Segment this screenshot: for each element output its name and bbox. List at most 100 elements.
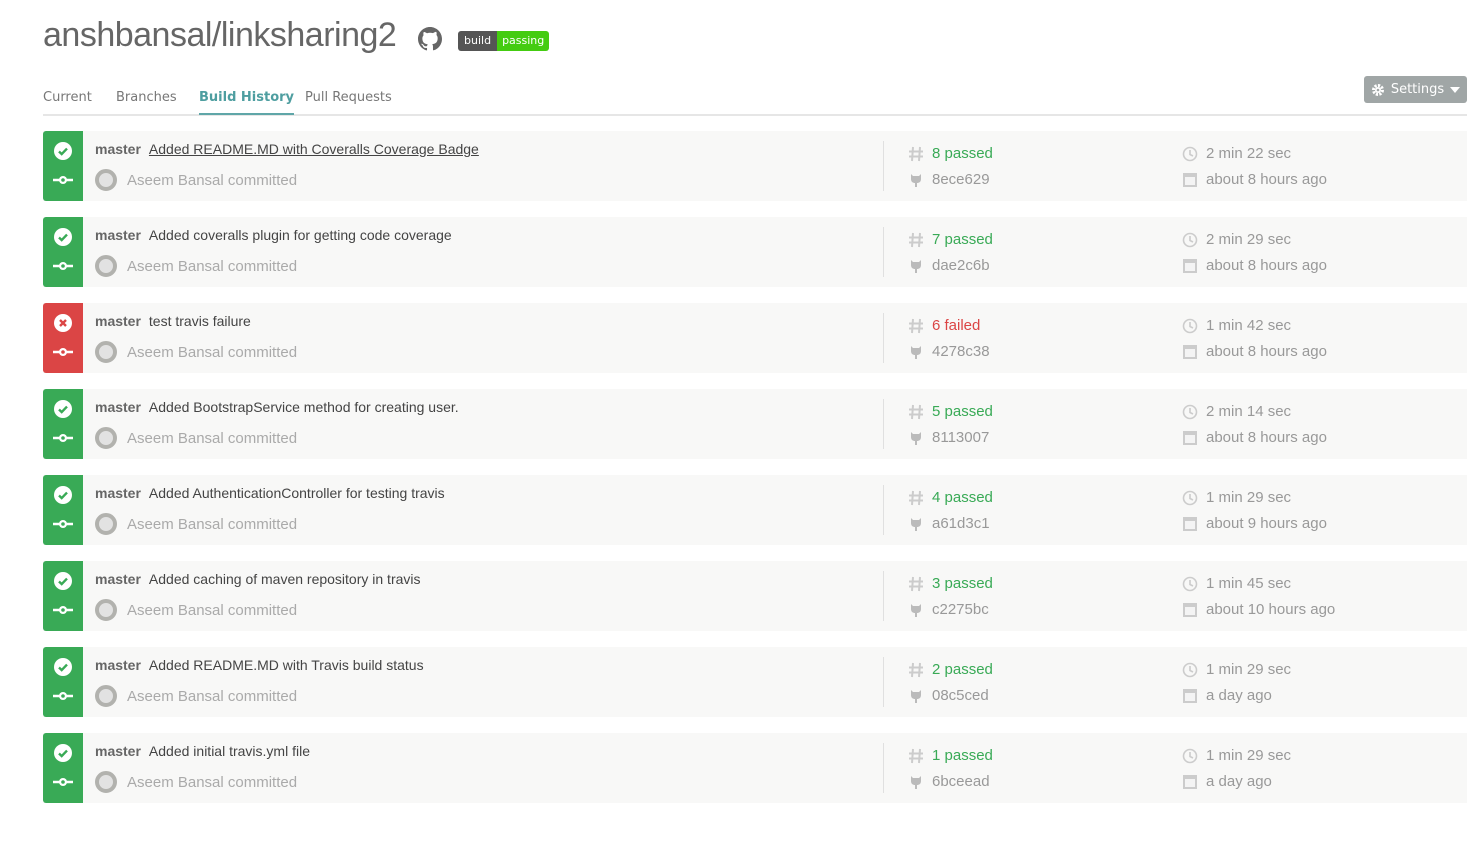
github-commit-icon bbox=[911, 775, 921, 789]
settings-label: Settings bbox=[1390, 82, 1445, 97]
calendar-icon bbox=[1183, 258, 1197, 273]
hash-icon bbox=[909, 662, 923, 677]
commit-message-link[interactable]: Added initial travis.yml file bbox=[148, 743, 310, 759]
build-finished-time: about 8 hours ago bbox=[1206, 343, 1327, 360]
commit-icon bbox=[53, 692, 73, 700]
build-row[interactable]: master test travis failure Aseem Bansal co… bbox=[43, 303, 1467, 373]
build-status-indicator bbox=[43, 389, 83, 459]
build-number-link[interactable]: 6 failed bbox=[932, 317, 981, 334]
build-finished-time: about 10 hours ago bbox=[1206, 601, 1336, 618]
commit-sha-link[interactable]: 6bceead bbox=[932, 773, 990, 790]
build-finished-time: about 9 hours ago bbox=[1206, 515, 1327, 532]
clock-icon bbox=[1182, 318, 1198, 333]
commit-sha-link[interactable]: 8ece629 bbox=[932, 171, 990, 188]
build-duration: 1 min 45 sec bbox=[1206, 575, 1292, 592]
build-row[interactable]: master Added BootstrapService method for … bbox=[43, 389, 1467, 459]
commit-icon bbox=[53, 262, 73, 270]
commit-sha-link[interactable]: 8113007 bbox=[932, 429, 990, 446]
commit-message-link[interactable]: Added BootstrapService method for creati… bbox=[148, 399, 459, 415]
build-row[interactable]: master Added AuthenticationController for… bbox=[43, 475, 1467, 545]
check-circle-icon bbox=[54, 572, 72, 590]
tab-pull-requests[interactable]: Pull Requests bbox=[305, 90, 392, 105]
commit-message-link[interactable]: Added README.MD with Travis build status bbox=[148, 657, 424, 673]
tab-bar: Current Branches Build History Pull Requ… bbox=[43, 84, 1467, 116]
hash-icon bbox=[909, 146, 923, 161]
commit-message-link[interactable]: Added README.MD with Coveralls Coverage … bbox=[148, 141, 479, 157]
build-status-indicator bbox=[43, 733, 83, 803]
commit-sha-link[interactable]: dae2c6b bbox=[932, 257, 990, 274]
clock-icon bbox=[1182, 146, 1198, 161]
build-duration: 1 min 29 sec bbox=[1206, 661, 1292, 678]
commit-author: Aseem Bansal committed bbox=[127, 601, 298, 619]
build-finished-time: a day ago bbox=[1206, 687, 1272, 704]
build-status-indicator bbox=[43, 647, 83, 717]
commit-sha-link[interactable]: 4278c38 bbox=[932, 343, 990, 360]
build-number-link[interactable]: 4 passed bbox=[932, 489, 993, 506]
avatar bbox=[95, 255, 117, 277]
clock-icon bbox=[1182, 490, 1198, 505]
check-circle-icon bbox=[54, 142, 72, 160]
commit-sha-link[interactable]: c2275bc bbox=[932, 601, 989, 618]
x-circle-icon bbox=[54, 314, 72, 332]
commit-icon bbox=[53, 348, 73, 356]
tab-build-history[interactable]: Build History bbox=[199, 90, 295, 115]
commit-sha-link[interactable]: a61d3c1 bbox=[932, 515, 990, 532]
build-finished-time: about 8 hours ago bbox=[1206, 171, 1327, 188]
caret-down-icon bbox=[1450, 86, 1461, 93]
tab-branches[interactable]: Branches bbox=[116, 90, 177, 105]
hash-icon bbox=[909, 748, 923, 763]
check-circle-icon bbox=[54, 486, 72, 504]
build-row[interactable]: master Added README.MD with Coveralls Cov… bbox=[43, 131, 1467, 201]
clock-icon bbox=[1182, 576, 1198, 591]
github-commit-icon bbox=[911, 173, 921, 187]
build-duration: 2 min 22 sec bbox=[1206, 145, 1292, 162]
divider bbox=[883, 743, 884, 793]
calendar-icon bbox=[1183, 516, 1197, 531]
avatar bbox=[95, 513, 117, 535]
github-icon[interactable] bbox=[418, 27, 442, 51]
github-commit-icon bbox=[911, 259, 921, 273]
build-status-indicator bbox=[43, 303, 83, 373]
build-status-indicator bbox=[43, 561, 83, 631]
calendar-icon bbox=[1183, 602, 1197, 617]
build-row[interactable]: master Added README.MD with Travis build … bbox=[43, 647, 1467, 717]
repo-title: anshbansal/linksharing2 bbox=[43, 16, 397, 54]
build-row[interactable]: master Added coveralls plugin for getting… bbox=[43, 217, 1467, 287]
commit-message-link[interactable]: Added caching of maven repository in tra… bbox=[148, 571, 421, 587]
badge-label: build bbox=[458, 31, 498, 51]
github-commit-icon bbox=[911, 431, 921, 445]
commit-author: Aseem Bansal committed bbox=[127, 257, 298, 275]
build-finished-time: about 8 hours ago bbox=[1206, 257, 1327, 274]
clock-icon bbox=[1182, 748, 1198, 763]
commit-sha-link[interactable]: 08c5ced bbox=[932, 687, 989, 704]
avatar bbox=[95, 685, 117, 707]
clock-icon bbox=[1182, 404, 1198, 419]
build-number-link[interactable]: 7 passed bbox=[932, 231, 993, 248]
divider bbox=[883, 657, 884, 707]
build-row[interactable]: master Added caching of maven repository … bbox=[43, 561, 1467, 631]
build-number-link[interactable]: 2 passed bbox=[932, 661, 993, 678]
tab-current[interactable]: Current bbox=[43, 90, 92, 105]
build-number-link[interactable]: 1 passed bbox=[932, 747, 993, 764]
build-number-link[interactable]: 3 passed bbox=[932, 575, 993, 592]
build-status-badge[interactable]: build passing bbox=[458, 31, 550, 51]
calendar-icon bbox=[1183, 774, 1197, 789]
hash-icon bbox=[909, 576, 923, 591]
commit-author: Aseem Bansal committed bbox=[127, 171, 298, 189]
hash-icon bbox=[909, 318, 923, 333]
settings-button[interactable]: Settings bbox=[1364, 76, 1467, 103]
build-number-link[interactable]: 8 passed bbox=[932, 145, 993, 162]
commit-message-link[interactable]: Added AuthenticationController for testi… bbox=[148, 485, 445, 501]
clock-icon bbox=[1182, 232, 1198, 247]
commit-message-link[interactable]: test travis failure bbox=[148, 313, 251, 329]
check-circle-icon bbox=[54, 658, 72, 676]
build-status-indicator bbox=[43, 131, 83, 201]
check-circle-icon bbox=[54, 228, 72, 246]
hash-icon bbox=[909, 404, 923, 419]
build-finished-time: about 8 hours ago bbox=[1206, 429, 1327, 446]
divider bbox=[883, 571, 884, 621]
divider bbox=[883, 399, 884, 449]
commit-message-link[interactable]: Added coveralls plugin for getting code … bbox=[148, 227, 452, 243]
build-row[interactable]: master Added initial travis.yml file Aseem… bbox=[43, 733, 1467, 803]
build-number-link[interactable]: 5 passed bbox=[932, 403, 993, 420]
